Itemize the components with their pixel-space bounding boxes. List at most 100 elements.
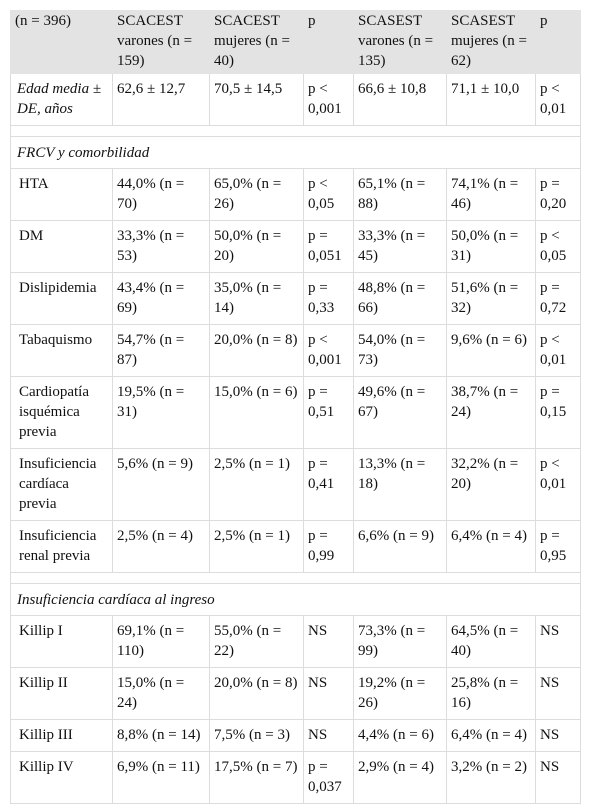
spacer-row: [10, 125, 581, 137]
cell: 48,8% (n = 66): [353, 272, 447, 325]
cell: 65,1% (n = 88): [353, 168, 447, 221]
cell: 43,4% (n = 69): [112, 272, 210, 325]
row-label: DM: [10, 220, 113, 273]
table-body: Edad media ± DE, años 62,6 ± 12,7 70,5 ± 1…: [10, 73, 581, 804]
cell: 6,6% (n = 9): [353, 520, 447, 573]
cell: 8,8% (n = 14): [112, 719, 210, 752]
header-cell: (n = 396): [10, 10, 113, 74]
spacer-cell: [10, 125, 581, 137]
row-label: Insuficiencia renal previa: [10, 520, 113, 573]
data-row: Edad media ± DE, años 62,6 ± 12,7 70,5 ± 1…: [10, 73, 581, 126]
spacer-row: [10, 572, 581, 584]
row-label: Tabaquismo: [10, 324, 113, 377]
data-row: Killip IV 6,9% (n = 11) 17,5% (n = 7) p = 0…: [10, 751, 581, 804]
cell: NS: [535, 751, 581, 804]
cell: 6,4% (n = 4): [446, 719, 536, 752]
cell: 15,0% (n = 24): [112, 667, 210, 720]
cell: 6,4% (n = 4): [446, 520, 536, 573]
header-cell: p: [535, 10, 581, 74]
cell: 66,6 ± 10,8: [353, 73, 447, 126]
cell: 4,4% (n = 6): [353, 719, 447, 752]
spacer-cell: [10, 572, 581, 584]
row-label: Killip II: [10, 667, 113, 720]
row-label: Cardiopatía isquémica previa: [10, 376, 113, 449]
data-row: Insuficiencia cardíaca previa 5,6% (n = 9…: [10, 448, 581, 521]
cell: 74,1% (n = 46): [446, 168, 536, 221]
data-row: Dislipidemia 43,4% (n = 69) 35,0% (n = 14)…: [10, 272, 581, 325]
section-row: FRCV y comorbilidad: [10, 136, 581, 169]
cell: p < 0,05: [535, 220, 581, 273]
cell: p = 0,33: [303, 272, 354, 325]
section-row: Insuficiencia cardíaca al ingreso: [10, 583, 581, 616]
cell: 2,5% (n = 1): [209, 520, 304, 573]
cell: p = 0,15: [535, 376, 581, 449]
cell: NS: [535, 667, 581, 720]
cell: p = 0,051: [303, 220, 354, 273]
cell: 7,5% (n = 3): [209, 719, 304, 752]
cell: 33,3% (n = 53): [112, 220, 210, 273]
cell: 69,1% (n = 110): [112, 615, 210, 668]
cell: p < 0,01: [535, 324, 581, 377]
cell: 55,0% (n = 22): [209, 615, 304, 668]
cell: 54,7% (n = 87): [112, 324, 210, 377]
cell: 51,6% (n = 32): [446, 272, 536, 325]
cell: 35,0% (n = 14): [209, 272, 304, 325]
data-row: Cardiopatía isquémica previa 19,5% (n = 3…: [10, 376, 581, 449]
cell: 17,5% (n = 7): [209, 751, 304, 804]
cell: 73,3% (n = 99): [353, 615, 447, 668]
cell: NS: [535, 615, 581, 668]
cell: NS: [303, 615, 354, 668]
cell: 9,6% (n = 6): [446, 324, 536, 377]
cell: 71,1 ± 10,0: [446, 73, 536, 126]
section-title: FRCV y comorbilidad: [10, 136, 581, 169]
cell: 33,3% (n = 45): [353, 220, 447, 273]
cell: NS: [303, 667, 354, 720]
cell: p < 0,01: [535, 448, 581, 521]
data-row: Killip II 15,0% (n = 24) 20,0% (n = 8) NS 19…: [10, 667, 581, 720]
cell: 19,5% (n = 31): [112, 376, 210, 449]
row-label: Killip I: [10, 615, 113, 668]
cell: p < 0,001: [303, 324, 354, 377]
cell: 20,0% (n = 8): [209, 667, 304, 720]
cell: 6,9% (n = 11): [112, 751, 210, 804]
data-row: Killip III 8,8% (n = 14) 7,5% (n = 3) NS 4,4…: [10, 719, 581, 752]
cell: 38,7% (n = 24): [446, 376, 536, 449]
cell: 50,0% (n = 31): [446, 220, 536, 273]
header-row: (n = 396) SCACEST varones (n = 159) SCACES…: [10, 10, 581, 74]
data-row: Killip I 69,1% (n = 110) 55,0% (n = 22) NS 7…: [10, 615, 581, 668]
cell: 62,6 ± 12,7: [112, 73, 210, 126]
header-cell: SCACEST varones (n = 159): [112, 10, 210, 74]
data-table: (n = 396) SCACEST varones (n = 159) SCACES…: [10, 10, 581, 804]
cell: p = 0,51: [303, 376, 354, 449]
row-label: HTA: [10, 168, 113, 221]
data-row: Insuficiencia renal previa 2,5% (n = 4) 2,…: [10, 520, 581, 573]
cell: 2,5% (n = 4): [112, 520, 210, 573]
data-row: Tabaquismo 54,7% (n = 87) 20,0% (n = 8) p <…: [10, 324, 581, 377]
header-cell: SCASEST varones (n = 135): [353, 10, 447, 74]
cell: NS: [303, 719, 354, 752]
data-row: DM 33,3% (n = 53) 50,0% (n = 20) p = 0,051 3…: [10, 220, 581, 273]
cell: 49,6% (n = 67): [353, 376, 447, 449]
cell: 2,9% (n = 4): [353, 751, 447, 804]
cell: 32,2% (n = 20): [446, 448, 536, 521]
cell: p < 0,05: [303, 168, 354, 221]
cell: 54,0% (n = 73): [353, 324, 447, 377]
row-label: Dislipidemia: [10, 272, 113, 325]
cell: p = 0,20: [535, 168, 581, 221]
section-title: Insuficiencia cardíaca al ingreso: [10, 583, 581, 616]
cell: 44,0% (n = 70): [112, 168, 210, 221]
row-label: Killip III: [10, 719, 113, 752]
cell: p = 0,41: [303, 448, 354, 521]
cell: 65,0% (n = 26): [209, 168, 304, 221]
cell: p = 0,037: [303, 751, 354, 804]
cell: 25,8% (n = 16): [446, 667, 536, 720]
cell: 5,6% (n = 9): [112, 448, 210, 521]
cell: p < 0,01: [535, 73, 581, 126]
cell: p = 0,72: [535, 272, 581, 325]
cell: p < 0,001: [303, 73, 354, 126]
header-cell: p: [303, 10, 354, 74]
cell: 50,0% (n = 20): [209, 220, 304, 273]
cell: 13,3% (n = 18): [353, 448, 447, 521]
cell: 19,2% (n = 26): [353, 667, 447, 720]
